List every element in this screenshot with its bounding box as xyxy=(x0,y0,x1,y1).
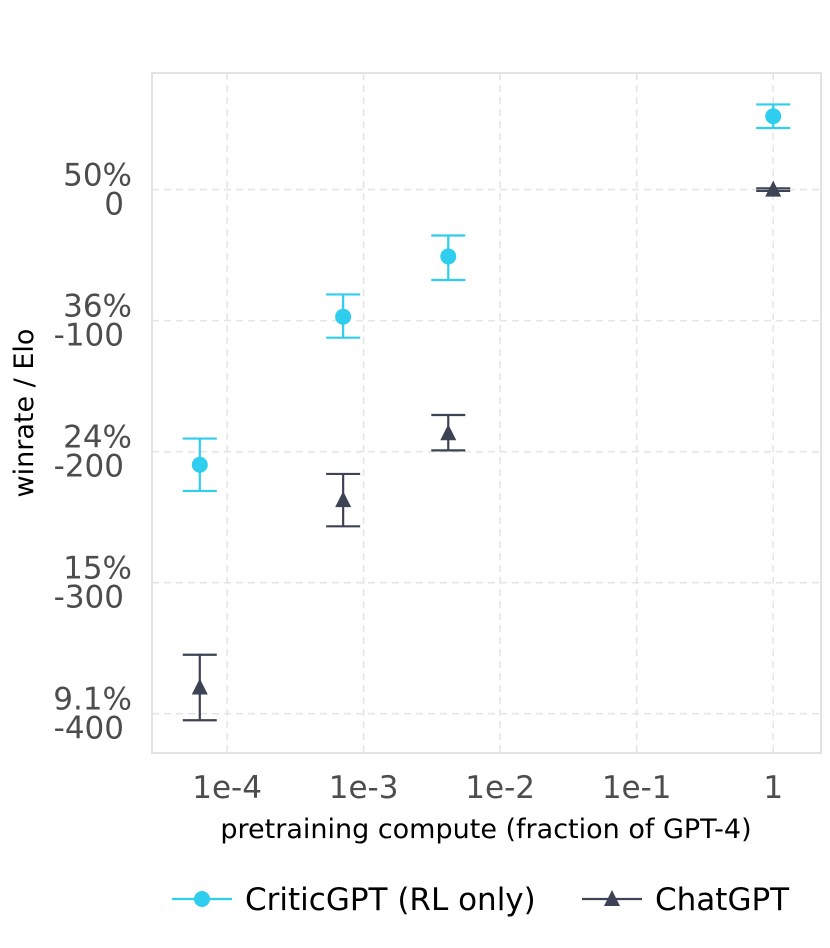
y-tick-label-winrate: 50% xyxy=(63,158,132,194)
y-tick-label-elo: -300 xyxy=(54,580,124,616)
y-tick-labels: 50%0 36%-100 24%-200 15%-300 9.1%-400 xyxy=(53,158,132,747)
legend-marker-criticgpt xyxy=(194,891,210,907)
x-tick-label: 1e-1 xyxy=(602,770,672,806)
y-tick-label-elo: -200 xyxy=(54,449,124,485)
data-point xyxy=(335,491,352,508)
data-point xyxy=(440,248,457,265)
series-chatgpt xyxy=(182,180,791,722)
data-point xyxy=(191,678,208,695)
data-point xyxy=(191,456,208,473)
y-tick-label-elo: -100 xyxy=(54,318,124,354)
data-point xyxy=(335,308,352,325)
y-tick-label-winrate: 36% xyxy=(63,289,132,325)
plot-frame xyxy=(151,72,822,754)
legend-marker-chatgpt xyxy=(604,890,620,906)
series-criticgpt xyxy=(182,103,791,493)
x-tick-label: 1e-3 xyxy=(329,770,399,806)
x-tick-label: 1e-4 xyxy=(192,770,262,806)
legend-label-chatgpt: ChatGPT xyxy=(655,882,790,918)
y-tick-label-elo: 0 xyxy=(104,187,124,223)
y-tick-label-winrate: 24% xyxy=(63,420,132,456)
y-axis-title: winrate / Elo xyxy=(9,329,40,498)
data-point xyxy=(765,180,782,197)
y-tick-label-winrate: 15% xyxy=(63,551,132,587)
legend-item-chatgpt: ChatGPT xyxy=(582,882,790,918)
legend-item-criticgpt: CriticGPT (RL only) xyxy=(172,882,536,918)
x-tick-label: 1e-2 xyxy=(465,770,535,806)
legend-label-criticgpt: CriticGPT (RL only) xyxy=(245,882,536,918)
x-tick-label: 1 xyxy=(763,770,783,806)
series-layer xyxy=(182,103,791,722)
legend: CriticGPT (RL only) ChatGPT xyxy=(172,882,790,918)
y-tick-label-winrate: 9.1% xyxy=(53,682,132,718)
x-axis-title: pretraining compute (fraction of GPT-4) xyxy=(220,814,751,845)
grid-layer xyxy=(152,73,821,753)
data-point xyxy=(765,108,782,125)
y-tick-label-elo: -400 xyxy=(54,711,124,747)
x-tick-labels: 1e-4 1e-3 1e-2 1e-1 1 xyxy=(192,770,783,806)
data-point xyxy=(440,424,457,441)
